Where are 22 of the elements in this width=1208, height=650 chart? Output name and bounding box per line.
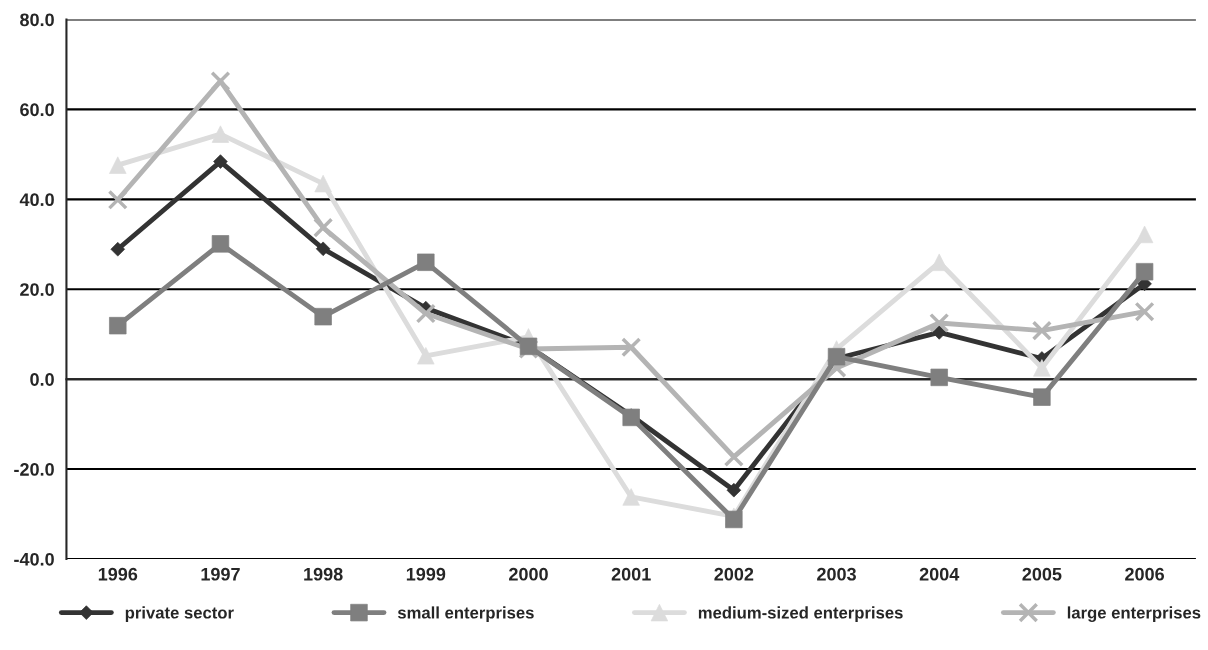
y-tick-label: 20.0 — [20, 283, 54, 296]
x-tick-label: 1996 — [98, 567, 138, 581]
x-tick-label: 2005 — [1022, 567, 1062, 581]
x-tick-label: 1999 — [406, 567, 446, 581]
x-tick-label: 1998 — [304, 567, 343, 581]
legend-label: large enterprises — [1067, 606, 1201, 622]
x-tick-label: 2000 — [509, 567, 548, 581]
y-tick-label: 60.0 — [20, 103, 54, 117]
legend-label: private sector — [125, 606, 234, 622]
legend-label: medium-sized enterprises — [698, 606, 903, 622]
x-tick-label: 2006 — [1125, 567, 1165, 581]
legend-label: small enterprises — [397, 606, 534, 622]
y-tick-label: -40.0 — [14, 552, 54, 566]
x-tick-label: 2001 — [611, 567, 651, 581]
y-tick-label: 80.0 — [20, 13, 54, 27]
y-tick-label: -20.0 — [14, 463, 54, 476]
y-tick-label: 40.0 — [19, 193, 54, 207]
x-tick-label: 2004 — [919, 567, 960, 581]
x-tick-label: 1997 — [201, 567, 240, 581]
y-tick-label: 0.0 — [30, 373, 54, 386]
x-tick-label: 2003 — [817, 567, 856, 581]
x-tick-label: 2002 — [714, 567, 754, 581]
